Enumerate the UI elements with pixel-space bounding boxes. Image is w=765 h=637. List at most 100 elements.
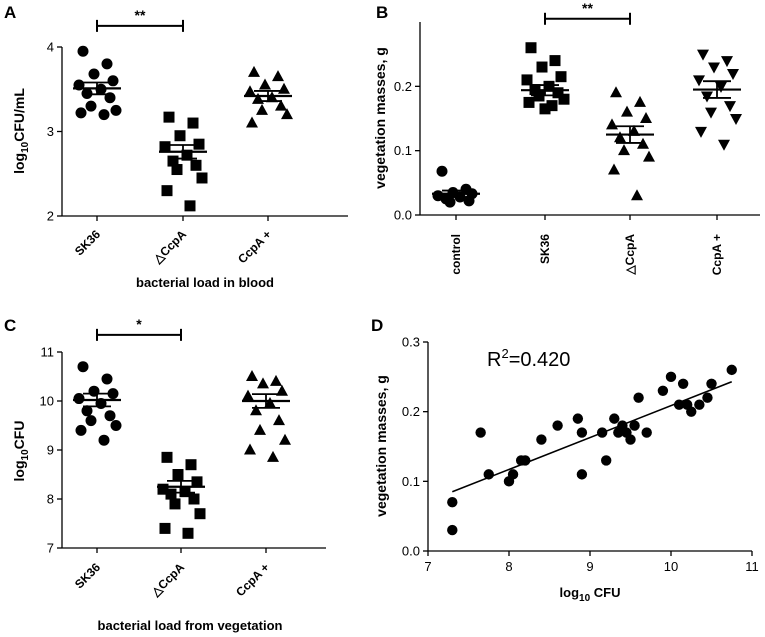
data-point xyxy=(444,196,456,208)
y-tick-label: 0.2 xyxy=(402,404,420,419)
data-point xyxy=(257,377,269,389)
data-point xyxy=(267,450,279,462)
data-point xyxy=(730,114,742,125)
data-point xyxy=(708,62,720,74)
data-point xyxy=(81,405,93,417)
data-point xyxy=(618,144,630,156)
data-point xyxy=(107,75,119,87)
data-point xyxy=(677,378,689,389)
data-point xyxy=(610,86,622,98)
data-point xyxy=(572,413,584,424)
data-point xyxy=(727,68,739,80)
data-point xyxy=(163,111,175,123)
data-point xyxy=(523,96,535,108)
y-tick-label: 0.1 xyxy=(402,474,420,489)
data-point xyxy=(184,200,196,212)
data-point xyxy=(633,392,644,403)
data-point xyxy=(196,172,208,184)
data-point xyxy=(159,141,171,153)
category-label: △CcpA xyxy=(150,227,190,267)
data-point xyxy=(721,56,733,68)
data-point xyxy=(182,527,194,539)
category-label: △CcpA xyxy=(623,234,637,276)
y-tick-label: 11 xyxy=(41,345,55,360)
data-point xyxy=(701,91,713,103)
data-point xyxy=(259,78,271,90)
data-point xyxy=(640,112,652,123)
data-point xyxy=(695,126,707,138)
data-point xyxy=(643,150,655,162)
data-point xyxy=(694,399,705,410)
panel-letter-b: B xyxy=(376,3,388,22)
panel-c-ylabel: log10CFU xyxy=(11,421,31,482)
data-point xyxy=(702,392,713,403)
data-point xyxy=(185,459,197,471)
data-point xyxy=(77,45,89,57)
data-point xyxy=(75,107,87,119)
data-point xyxy=(543,80,555,92)
data-point xyxy=(726,364,737,376)
panel-b-ylabel: vegetation masses, g xyxy=(372,47,388,189)
data-point xyxy=(525,42,537,54)
data-point xyxy=(706,378,717,389)
y-tick-label: 0.1 xyxy=(394,143,412,158)
data-point xyxy=(272,70,284,82)
data-point xyxy=(546,100,558,112)
y-tick-label: 7 xyxy=(47,541,54,556)
data-point xyxy=(193,138,205,150)
data-point xyxy=(536,61,548,73)
data-point xyxy=(447,524,458,536)
data-point xyxy=(98,434,110,446)
data-point xyxy=(552,420,563,431)
panel-c-xlabel: bacterial load from vegetation xyxy=(98,618,283,633)
data-point xyxy=(188,493,200,505)
category-label: CcpA + xyxy=(235,227,274,266)
data-point xyxy=(157,483,169,495)
y-tick-label: 8 xyxy=(47,492,54,507)
data-point xyxy=(718,139,730,151)
data-point xyxy=(539,103,551,115)
data-point xyxy=(179,486,191,498)
x-tick-label: 9 xyxy=(586,559,593,574)
data-point xyxy=(686,406,697,417)
y-tick-label: 0.3 xyxy=(402,335,420,350)
category-label: CcpA + xyxy=(233,560,272,599)
data-point xyxy=(85,415,97,427)
data-point xyxy=(250,404,262,416)
y-tick-label: 0.0 xyxy=(402,544,420,559)
data-point xyxy=(181,149,193,161)
y-tick-label: 0.0 xyxy=(394,208,412,223)
data-point xyxy=(75,424,87,436)
data-point xyxy=(483,469,494,480)
data-point xyxy=(107,388,119,400)
data-point xyxy=(254,423,266,435)
data-point xyxy=(246,370,258,381)
data-point xyxy=(278,82,290,94)
data-point xyxy=(673,399,685,410)
panel-a: A 2 3 4 SK36 △CcpA CcpA + ** log10CFU/mL bac… xyxy=(4,3,348,290)
data-point xyxy=(549,55,561,67)
category-label: control xyxy=(449,234,463,275)
data-point xyxy=(101,373,113,385)
data-point xyxy=(631,189,643,201)
data-point xyxy=(242,389,254,401)
y-tick-label: 4 xyxy=(47,40,54,55)
y-tick-label: 2 xyxy=(47,209,54,224)
data-point xyxy=(256,103,268,115)
x-tick-label: 8 xyxy=(505,559,512,574)
y-tick-label: 0.2 xyxy=(394,79,412,94)
x-tick-label: 10 xyxy=(664,559,678,574)
data-point xyxy=(273,414,285,426)
data-point xyxy=(609,413,620,424)
panel-d-xlabel: log10 CFU xyxy=(560,585,621,604)
y-tick-label: 3 xyxy=(47,124,54,139)
panel-d-r-squared: R2=0.420 xyxy=(487,346,570,371)
data-point xyxy=(161,451,173,463)
regression-line xyxy=(452,380,733,493)
data-point xyxy=(614,131,626,143)
data-point xyxy=(98,109,110,121)
x-tick-label: 11 xyxy=(745,559,759,574)
category-label: SK36 xyxy=(72,227,103,258)
data-point xyxy=(275,99,287,111)
